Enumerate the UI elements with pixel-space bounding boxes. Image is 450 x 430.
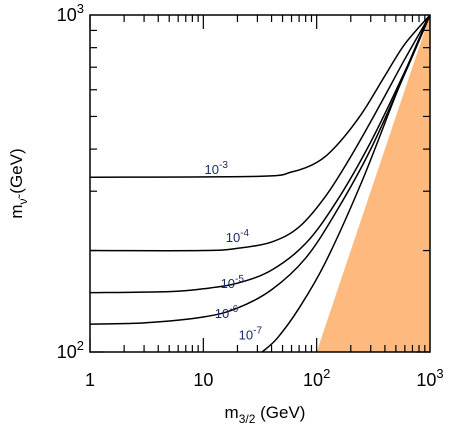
labels-layer: 1 10 102 103 102 103 10-3 10-4 10-5 10-610-7 xyxy=(57,1,444,390)
x-tick-label: 103 xyxy=(416,366,443,390)
excluded-region-layer xyxy=(316,15,430,352)
curves-layer xyxy=(89,14,431,353)
x-axis-label: m3/2 (GeV) xyxy=(225,403,306,426)
curve-4 xyxy=(89,14,431,325)
curve-label: 10-7 xyxy=(239,325,263,342)
x-tick-label: 1 xyxy=(85,370,95,390)
curve-label: 10-5 xyxy=(221,274,245,291)
x-tick-label: 102 xyxy=(303,366,330,390)
curve-2 xyxy=(89,14,431,252)
excluded-region xyxy=(316,15,430,352)
y-axis-label: mν̃ (GeV) xyxy=(7,148,30,218)
curve-label: 10-3 xyxy=(205,160,229,177)
y-tick-label: 102 xyxy=(57,338,84,362)
x-tick-label: 10 xyxy=(193,370,213,390)
curve-label: 10-6 xyxy=(215,304,239,321)
curve-3 xyxy=(89,14,431,294)
curve-1 xyxy=(89,14,431,179)
curve-5 xyxy=(261,14,431,353)
curve-label: 10-4 xyxy=(226,228,250,245)
plot-frame xyxy=(89,14,431,353)
y-tick-label: 103 xyxy=(57,1,84,25)
